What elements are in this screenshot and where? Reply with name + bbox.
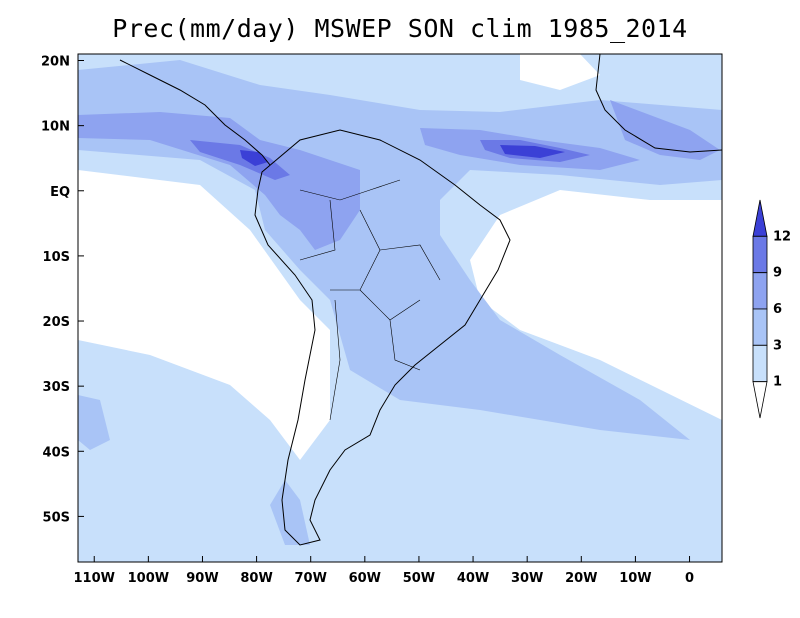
colorbar-tick-label: 6 (773, 302, 782, 317)
colorbar-tick-label: 1 (773, 375, 782, 390)
precip-field (78, 54, 722, 562)
lon-tick-label: 70W (294, 571, 326, 586)
precip-band-6-9-africa (610, 100, 720, 160)
country-borders (299, 179, 441, 421)
lat-tick-label: 40S (43, 445, 70, 460)
colorbar-tick-label: 9 (773, 266, 782, 281)
lon-tick-label: 50W (403, 571, 435, 586)
lon-tick-label: 100W (128, 571, 169, 586)
colorbar-segment (752, 272, 768, 310)
lat-tick-label: 10N (41, 120, 70, 135)
precip-band-gt12-panama (240, 150, 268, 166)
africa-coastline (595, 54, 722, 153)
latitude-axis: 20N 10N EQ 10S 20S 30S 40S 50S (41, 55, 84, 525)
south-america-coastline (254, 129, 511, 546)
lat-tick-label: EQ (50, 185, 70, 200)
lon-tick-label: 20W (565, 571, 597, 586)
precip-band-3-6-sw (78, 395, 110, 450)
colorbar-segment (752, 199, 768, 237)
map-frame (77, 53, 723, 563)
lat-tick-label: 50S (43, 510, 70, 525)
lon-tick-label: 60W (349, 571, 381, 586)
lon-tick-label: 80W (240, 571, 272, 586)
colorbar-tick-label: 3 (773, 338, 782, 353)
lon-tick-label: 110W (73, 571, 114, 586)
colorbar-segment (752, 235, 768, 274)
lat-tick-label: 10S (43, 250, 70, 265)
precip-band-6-9 (78, 112, 360, 250)
colorbar-segment (752, 344, 768, 383)
precip-band-gt12 (500, 145, 565, 158)
lon-tick-label: 10W (619, 571, 651, 586)
lon-tick-label: 30W (511, 571, 543, 586)
lon-tick-label: 40W (457, 571, 489, 586)
lon-tick-label: 90W (186, 571, 218, 586)
colorbar-tick-label: 12 (773, 229, 791, 244)
colorbar-segment (752, 308, 768, 346)
lon-tick-label: 0 (685, 571, 694, 586)
map-title: Prec(mm/day) MSWEP SON clim 1985_2014 (112, 14, 688, 43)
precip-band-1-3-hole (520, 54, 600, 90)
colorbar-legend: 1 3 6 9 12 (752, 199, 791, 419)
lat-tick-label: 30S (43, 380, 70, 395)
precip-band-3-6-south (270, 480, 310, 545)
lat-tick-label: 20S (43, 315, 70, 330)
central-america-coastline (119, 59, 271, 166)
longitude-axis: 110W 100W 90W 80W 70W 60W 50W 40W 30W 20W 10W 0 (73, 556, 694, 586)
colorbar-segment (752, 381, 768, 419)
lat-tick-label: 20N (41, 55, 70, 70)
